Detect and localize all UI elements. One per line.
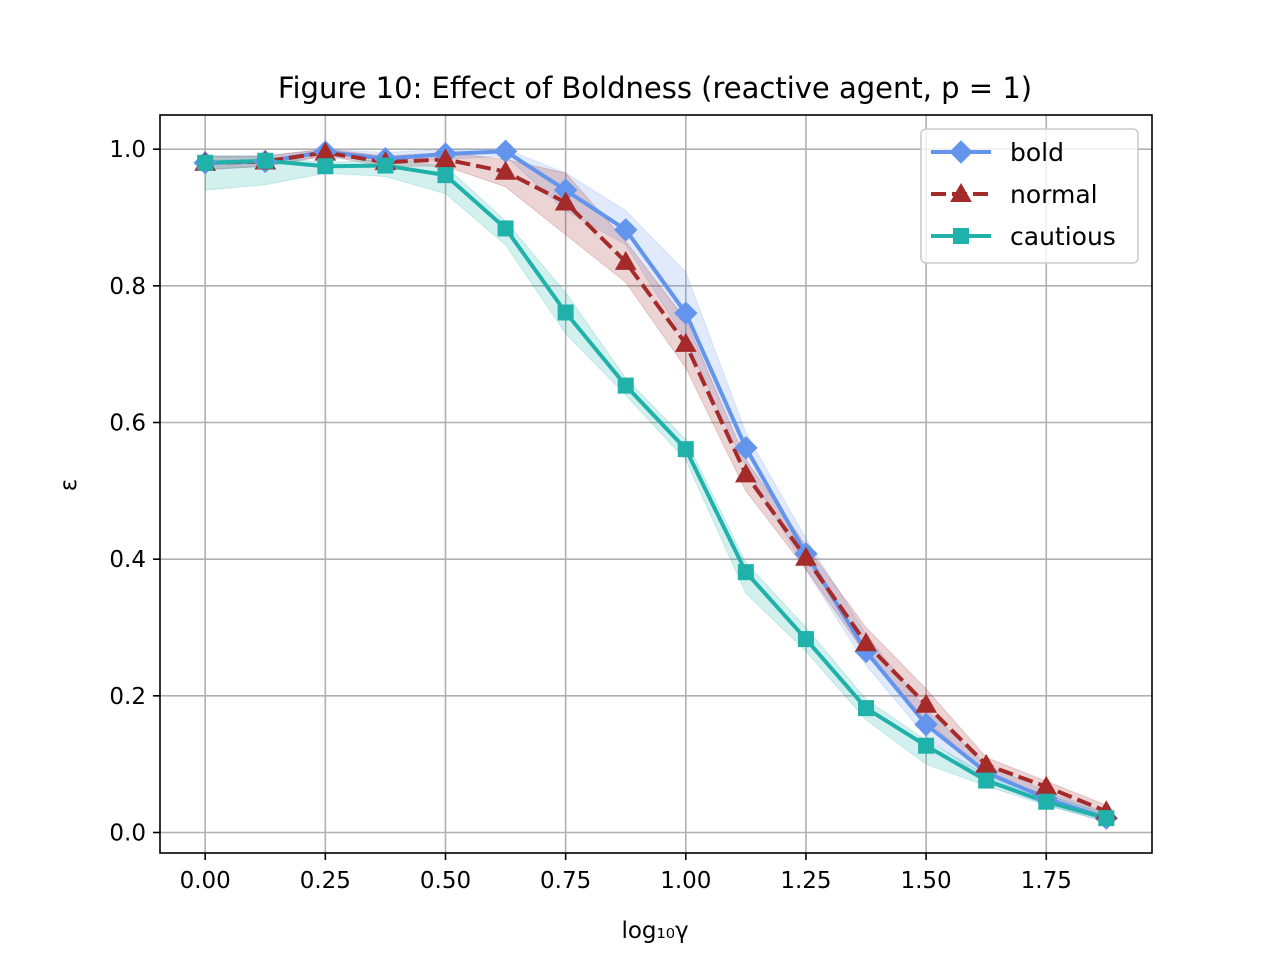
y-tick-label: 0.8 [109, 274, 146, 300]
x-tick-label: 0.00 [180, 868, 231, 894]
point-normal [915, 693, 937, 713]
x-tick-label: 0.25 [300, 868, 351, 894]
point-cautious [377, 157, 394, 174]
point-cautious [677, 441, 694, 458]
point-normal [855, 632, 877, 652]
point-normal [795, 546, 817, 566]
legend-marker-bold [949, 140, 973, 164]
legend-label-bold: bold [1010, 138, 1064, 167]
legend-label-normal: normal [1010, 180, 1098, 209]
legend-marker-normal [950, 182, 972, 202]
line-bold [205, 149, 1107, 821]
point-cautious [197, 154, 214, 171]
plot-frame [159, 114, 1153, 854]
axis-ticks: 0.00 0.25 0.50 0.75 1.00 1.25 1.50 1.75 0.0 0.2 0.… [109, 137, 1071, 894]
point-bold [734, 436, 758, 460]
point-normal [975, 753, 998, 773]
line-cautious [205, 158, 1107, 821]
point-cautious [497, 220, 514, 237]
point-bold [614, 218, 638, 242]
point-cautious [737, 564, 754, 581]
legend-frame [920, 128, 1139, 264]
x-tick-label: 0.50 [420, 868, 471, 894]
legend-marker-cautious [953, 228, 969, 244]
series-lines [205, 149, 1108, 821]
x-tick-label: 1.00 [660, 868, 711, 894]
y-tick-label: 0.6 [109, 411, 146, 437]
y-tick-label: 1.0 [109, 137, 146, 163]
x-tick-label: 1.75 [1021, 868, 1072, 894]
legend-label-cautious: cautious [1010, 222, 1116, 251]
point-cautious [557, 304, 574, 321]
x-tick-label: 0.75 [540, 868, 591, 894]
point-bold [674, 301, 698, 325]
x-axis-label: log₁₀γ [621, 918, 688, 944]
point-cautious [1038, 793, 1055, 810]
point-normal [554, 191, 577, 211]
chart-title: Figure 10: Effect of Boldness (reactive … [278, 71, 1032, 105]
y-tick-label: 0.0 [109, 821, 146, 847]
point-cautious [257, 152, 274, 169]
point-cautious [317, 158, 334, 175]
point-normal [614, 250, 637, 270]
series-markers [193, 139, 1119, 830]
x-tick-label: 1.25 [780, 868, 831, 894]
line-normal [205, 150, 1108, 814]
point-normal [674, 332, 697, 352]
point-cautious [978, 772, 995, 789]
point-normal [494, 160, 517, 180]
point-normal [434, 148, 457, 168]
y-axis-label: ε [56, 479, 82, 491]
point-bold [914, 712, 938, 737]
legend: bold normal cautious [920, 128, 1139, 264]
y-tick-label: 0.4 [109, 547, 146, 573]
point-cautious [918, 737, 935, 754]
x-tick-label: 1.50 [900, 868, 951, 894]
point-cautious [797, 631, 814, 648]
point-normal [735, 463, 757, 483]
point-cautious [858, 700, 875, 717]
point-cautious [617, 377, 634, 394]
point-cautious [437, 167, 454, 184]
point-cautious [1098, 810, 1115, 827]
y-tick-label: 0.2 [109, 684, 146, 710]
